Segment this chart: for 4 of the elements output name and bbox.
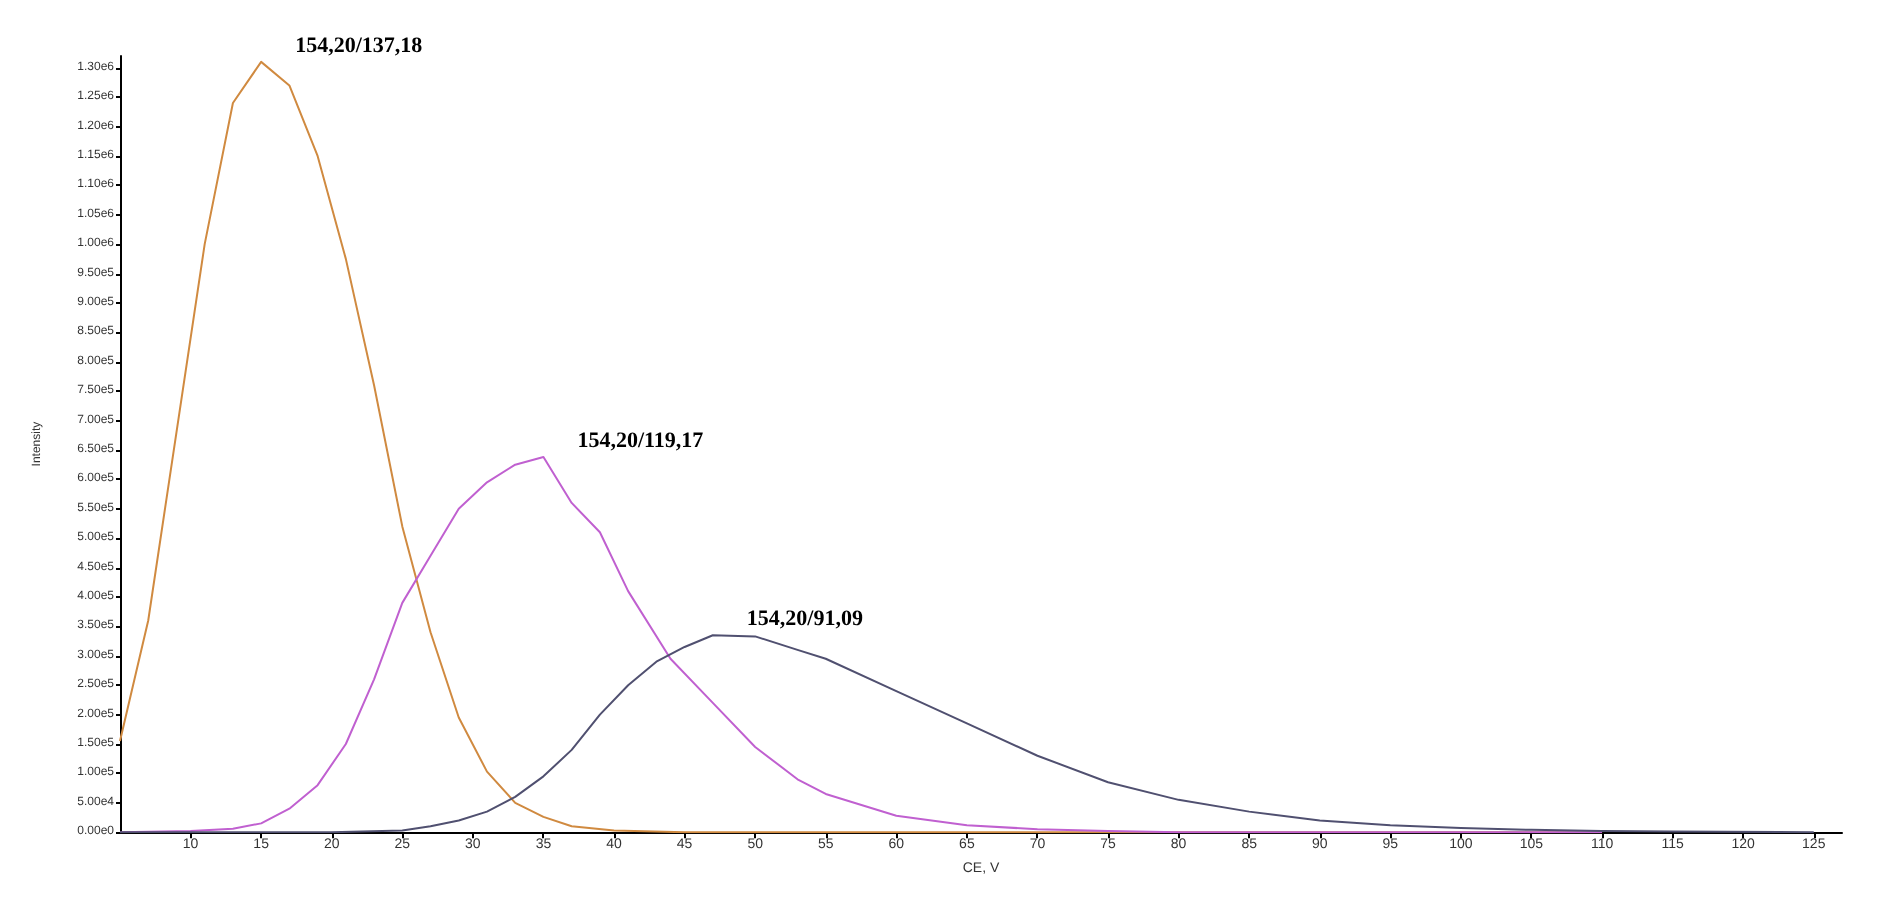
series-label: 154,20/137,18 [295, 33, 424, 58]
series-label: 154,20/119,17 [577, 429, 705, 454]
line-series [119, 634, 1815, 834]
series-label: 154,20/91,09 [746, 607, 864, 632]
